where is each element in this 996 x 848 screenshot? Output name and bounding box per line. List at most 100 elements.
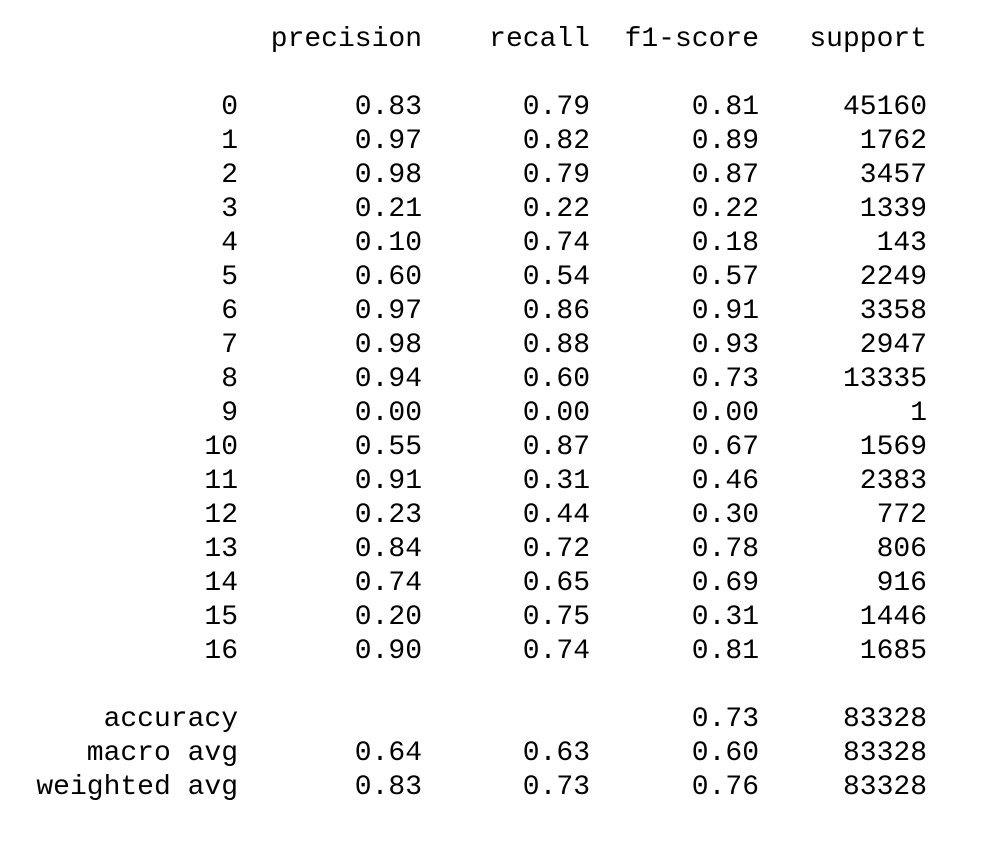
class-row: 13 0.84 0.72 0.78 806 [0, 533, 996, 567]
recall-cell: 0.73 [522, 772, 590, 803]
row-label: 15 [204, 602, 238, 633]
precision-cell: 0.83 [354, 92, 422, 123]
f1-score-cell: 0.73 [691, 704, 759, 735]
precision-cell: 0.97 [354, 296, 422, 327]
row-label: 8 [221, 364, 238, 395]
class-row: 0 0.83 0.79 0.81 45160 [0, 91, 996, 125]
row-label: weighted avg [36, 772, 238, 803]
f1-score-cell: 0.22 [691, 194, 759, 225]
row-label: 14 [204, 568, 238, 599]
precision-cell: 0.23 [354, 500, 422, 531]
summary-row: weighted avg 0.83 0.73 0.76 83328 [0, 771, 996, 805]
class-row: 2 0.98 0.79 0.87 3457 [0, 159, 996, 193]
class-row: 6 0.97 0.86 0.91 3358 [0, 295, 996, 329]
recall-cell: 0.74 [522, 636, 590, 667]
recall-cell: 0.79 [522, 92, 590, 123]
recall-cell: 0.72 [522, 534, 590, 565]
class-row: 7 0.98 0.88 0.93 2947 [0, 329, 996, 363]
support-cell: 83328 [842, 772, 927, 803]
support-cell: 1339 [859, 194, 927, 225]
recall-cell: 0.60 [522, 364, 590, 395]
support-cell: 772 [876, 500, 927, 531]
recall-cell: 0.82 [522, 126, 590, 157]
row-label: 2 [221, 160, 238, 191]
precision-cell: 0.55 [354, 432, 422, 463]
row-label: 9 [221, 398, 238, 429]
precision-cell: 0.83 [354, 772, 422, 803]
class-row: 10 0.55 0.87 0.67 1569 [0, 431, 996, 465]
recall-cell: 0.87 [522, 432, 590, 463]
class-row: 16 0.90 0.74 0.81 1685 [0, 635, 996, 669]
recall-cell: 0.88 [522, 330, 590, 361]
header-recall: recall [489, 24, 590, 55]
f1-score-cell: 0.46 [691, 466, 759, 497]
recall-cell: 0.75 [522, 602, 590, 633]
f1-score-cell: 0.87 [691, 160, 759, 191]
f1-score-cell: 0.30 [691, 500, 759, 531]
precision-cell: 0.64 [354, 738, 422, 769]
recall-cell: 0.79 [522, 160, 590, 191]
f1-score-cell: 0.78 [691, 534, 759, 565]
header-precision: precision [270, 24, 422, 55]
f1-score-cell: 0.67 [691, 432, 759, 463]
recall-cell: 0.74 [522, 228, 590, 259]
f1-score-cell: 0.76 [691, 772, 759, 803]
f1-score-cell: 0.93 [691, 330, 759, 361]
row-label: 6 [221, 296, 238, 327]
row-label: 0 [221, 92, 238, 123]
class-row: 14 0.74 0.65 0.69 916 [0, 567, 996, 601]
precision-cell: 0.00 [354, 398, 422, 429]
support-cell: 2947 [859, 330, 927, 361]
f1-score-cell: 0.31 [691, 602, 759, 633]
support-cell: 1685 [859, 636, 927, 667]
precision-cell: 0.98 [354, 160, 422, 191]
precision-cell: 0.98 [354, 330, 422, 361]
class-row: 15 0.20 0.75 0.31 1446 [0, 601, 996, 635]
precision-cell: 0.94 [354, 364, 422, 395]
recall-cell: 0.22 [522, 194, 590, 225]
precision-cell: 0.97 [354, 126, 422, 157]
recall-cell: 0.54 [522, 262, 590, 293]
support-cell: 83328 [842, 738, 927, 769]
f1-score-cell: 0.69 [691, 568, 759, 599]
precision-cell: 0.90 [354, 636, 422, 667]
recall-cell: 0.65 [522, 568, 590, 599]
row-label: 11 [204, 466, 238, 497]
f1-score-cell: 0.73 [691, 364, 759, 395]
header-row: precision recall f1-score support [0, 23, 996, 57]
precision-cell: 0.60 [354, 262, 422, 293]
precision-cell: 0.21 [354, 194, 422, 225]
row-label: 4 [221, 228, 238, 259]
class-row: 5 0.60 0.54 0.57 2249 [0, 261, 996, 295]
support-cell: 1569 [859, 432, 927, 463]
precision-cell: 0.10 [354, 228, 422, 259]
support-cell: 2383 [859, 466, 927, 497]
class-row: 12 0.23 0.44 0.30 772 [0, 499, 996, 533]
f1-score-cell: 0.89 [691, 126, 759, 157]
support-cell: 806 [876, 534, 927, 565]
support-cell: 143 [876, 228, 927, 259]
class-row: 3 0.21 0.22 0.22 1339 [0, 193, 996, 227]
recall-cell: 0.31 [522, 466, 590, 497]
f1-score-cell: 0.00 [691, 398, 759, 429]
support-cell: 1762 [859, 126, 927, 157]
recall-cell: 0.63 [522, 738, 590, 769]
support-cell: 83328 [842, 704, 927, 735]
f1-score-cell: 0.57 [691, 262, 759, 293]
precision-cell: 0.74 [354, 568, 422, 599]
support-cell: 3358 [859, 296, 927, 327]
f1-score-cell: 0.60 [691, 738, 759, 769]
row-label: accuracy [103, 704, 238, 735]
class-row: 4 0.10 0.74 0.18 143 [0, 227, 996, 261]
row-label: 3 [221, 194, 238, 225]
class-row: 8 0.94 0.60 0.73 13335 [0, 363, 996, 397]
f1-score-cell: 0.18 [691, 228, 759, 259]
class-row: 11 0.91 0.31 0.46 2383 [0, 465, 996, 499]
row-label: 12 [204, 500, 238, 531]
header-support: support [809, 24, 927, 55]
row-label: 13 [204, 534, 238, 565]
support-cell: 1 [910, 398, 927, 429]
recall-cell: 0.00 [522, 398, 590, 429]
row-label: 16 [204, 636, 238, 667]
